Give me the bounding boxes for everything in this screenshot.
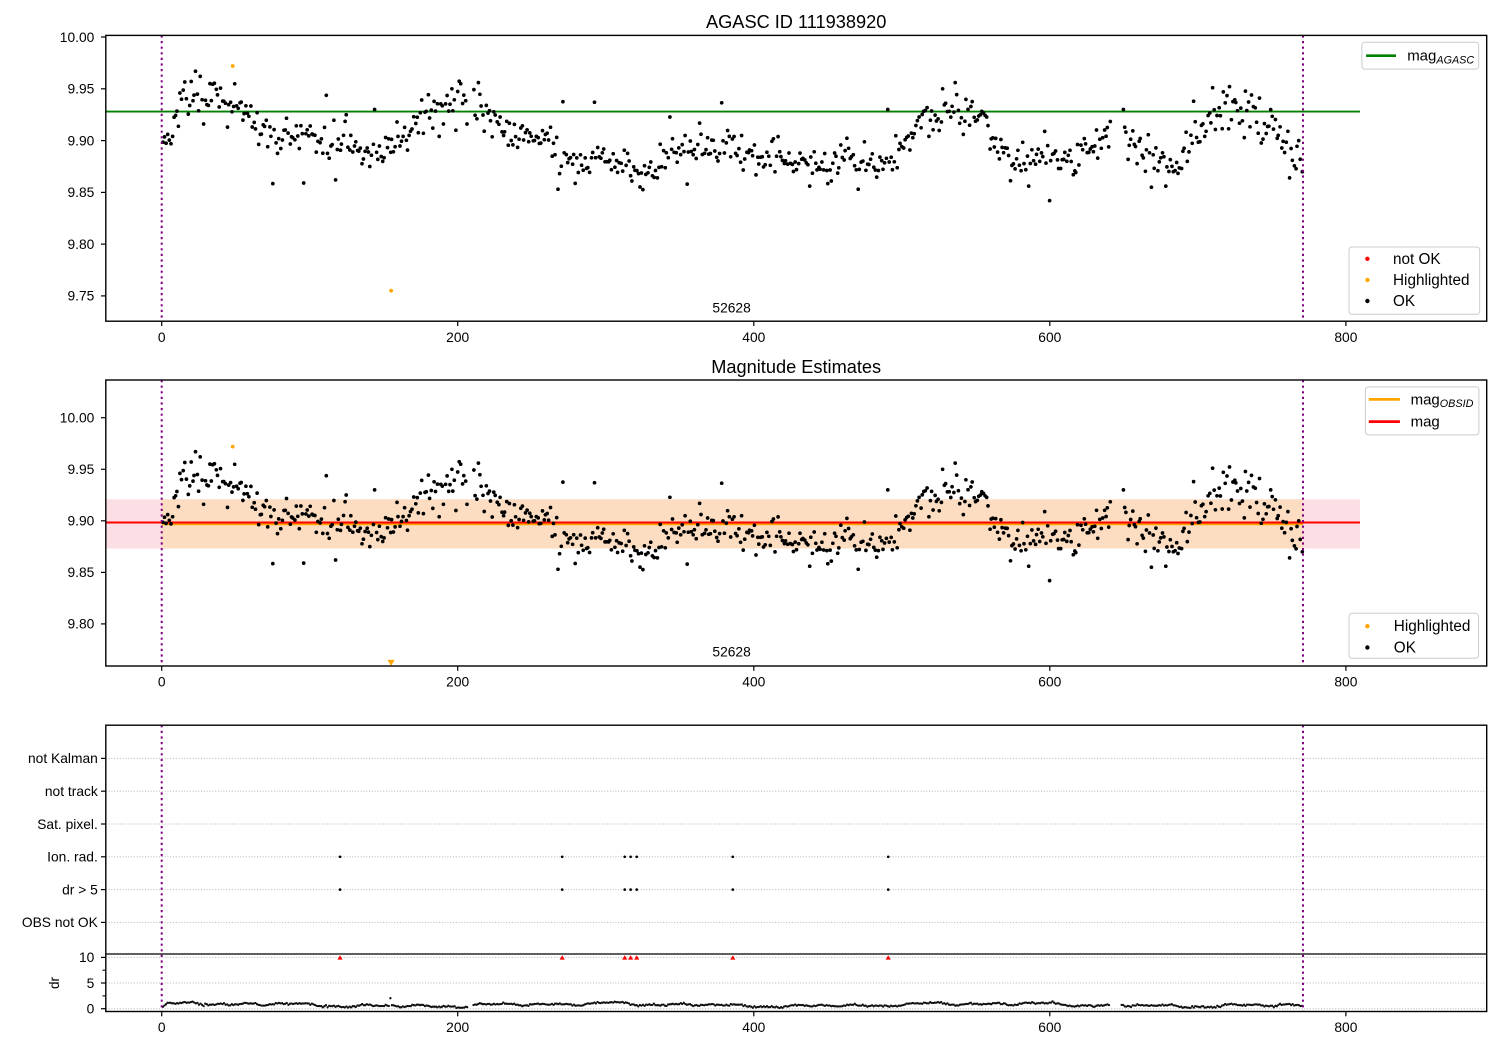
svg-text:dr > 5: dr > 5	[62, 882, 98, 897]
svg-text:Sat. pixel.: Sat. pixel.	[37, 817, 98, 832]
svg-text:0: 0	[158, 330, 166, 345]
svg-text:9.95: 9.95	[67, 462, 94, 477]
svg-text:52628: 52628	[712, 301, 751, 316]
svg-text:0: 0	[158, 1020, 166, 1035]
svg-text:not OK: not OK	[1393, 251, 1441, 268]
svg-text:0: 0	[87, 1002, 95, 1017]
svg-text:not track: not track	[45, 784, 98, 799]
svg-text:10.00: 10.00	[60, 411, 95, 426]
svg-text:9.90: 9.90	[67, 514, 94, 529]
svg-text:10.00: 10.00	[60, 30, 95, 45]
svg-text:200: 200	[446, 330, 469, 345]
svg-text:Highlighted: Highlighted	[1394, 618, 1471, 635]
svg-text:9.80: 9.80	[67, 237, 94, 252]
svg-text:52628: 52628	[712, 644, 751, 659]
svg-text:dr: dr	[47, 976, 62, 989]
svg-text:800: 800	[1334, 675, 1357, 690]
svg-text:200: 200	[446, 675, 469, 690]
svg-text:Highlighted: Highlighted	[1393, 272, 1470, 289]
svg-text:9.85: 9.85	[67, 565, 94, 580]
svg-text:400: 400	[742, 330, 765, 345]
svg-text:OBS not OK: OBS not OK	[22, 915, 99, 930]
svg-text:Ion. rad.: Ion. rad.	[47, 850, 98, 865]
svg-text:600: 600	[1038, 1020, 1061, 1035]
svg-text:400: 400	[742, 675, 765, 690]
svg-text:9.80: 9.80	[67, 617, 94, 632]
svg-text:9.85: 9.85	[67, 185, 94, 200]
svg-text:200: 200	[446, 1020, 469, 1035]
svg-text:0: 0	[158, 675, 166, 690]
svg-text:9.95: 9.95	[67, 82, 94, 97]
svg-text:800: 800	[1334, 1020, 1357, 1035]
svg-text:10: 10	[79, 950, 95, 965]
svg-text:9.75: 9.75	[67, 289, 94, 304]
svg-text:600: 600	[1038, 330, 1061, 345]
svg-text:mag: mag	[1411, 414, 1440, 431]
svg-text:600: 600	[1038, 675, 1061, 690]
svg-text:9.90: 9.90	[67, 133, 94, 148]
svg-text:not Kalman: not Kalman	[28, 751, 98, 766]
svg-text:AGASC ID 111938920: AGASC ID 111938920	[706, 12, 886, 32]
svg-text:OK: OK	[1393, 293, 1416, 310]
svg-text:400: 400	[742, 1020, 765, 1035]
svg-text:Magnitude Estimates: Magnitude Estimates	[711, 357, 881, 377]
svg-text:OK: OK	[1394, 640, 1417, 657]
svg-text:5: 5	[87, 976, 95, 991]
svg-text:800: 800	[1334, 330, 1357, 345]
